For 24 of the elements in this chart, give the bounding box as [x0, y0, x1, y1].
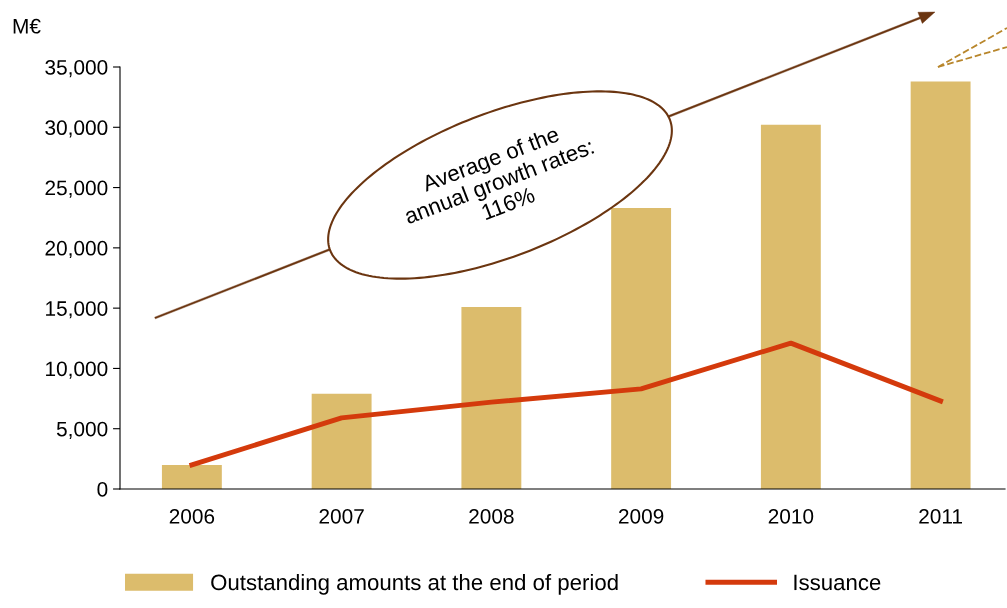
y-tick-label: 35,000 [45, 60, 108, 78]
y-tick-label: 10,000 [46, 361, 108, 379]
y-tick-label: 15,000 [46, 301, 108, 319]
legend-label: Outstanding amounts at the end of period [211, 573, 618, 595]
x-tick-label: 2007 [319, 508, 364, 524]
y-tick-label: 5,000 [56, 421, 108, 439]
x-tick-label: 2008 [469, 508, 514, 524]
y-tick-label: 0 [97, 482, 108, 497]
x-tick-label: 2011 [919, 508, 962, 524]
bar [161, 464, 222, 489]
legend-label: Issuance [794, 574, 881, 591]
y-axis-title: M€ [13, 18, 41, 34]
x-tick-label: 2006 [169, 508, 215, 524]
y-tick-label: 20,000 [45, 240, 108, 259]
y-tick-label: 25,000 [45, 180, 108, 198]
bar [461, 306, 522, 489]
x-tick-label: 2010 [768, 508, 814, 524]
line-series [189, 340, 944, 468]
bar [760, 124, 821, 489]
x-tick-label: 2009 [618, 508, 664, 524]
bar [611, 208, 672, 489]
y-tick-label: 30,000 [45, 120, 108, 138]
bar [311, 393, 372, 489]
bar [910, 81, 971, 489]
